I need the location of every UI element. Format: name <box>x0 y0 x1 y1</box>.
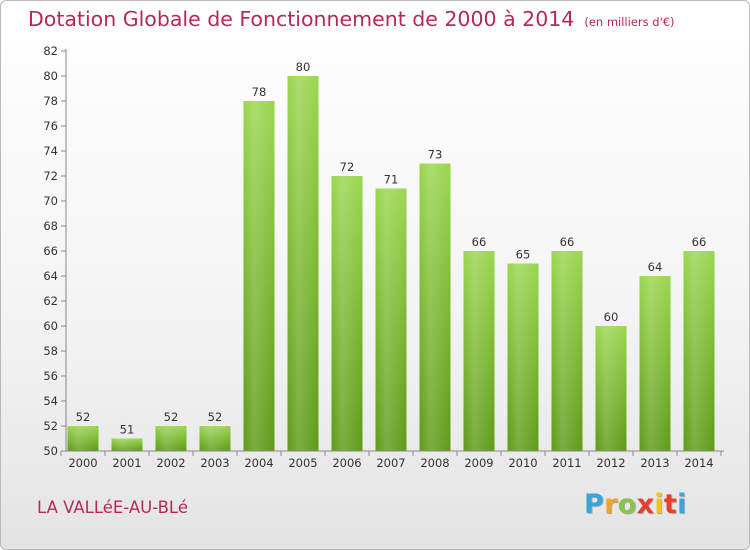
bar-2004: 78 <box>243 85 275 451</box>
y-tick-label: 52 <box>43 419 58 433</box>
bar-2009: 66 <box>463 235 495 451</box>
bar-2008: 73 <box>419 148 451 451</box>
bar-shine <box>155 426 187 451</box>
bar-value-label: 51 <box>120 423 135 437</box>
y-tick-label: 68 <box>43 219 58 233</box>
y-tick-label: 80 <box>43 69 58 83</box>
bar-shine <box>551 251 583 451</box>
logo-letter: o <box>617 489 637 520</box>
logo-letter: x <box>636 489 655 520</box>
x-tick-label: 2009 <box>464 456 493 470</box>
bar-value-label: 64 <box>648 260 663 274</box>
bar-value-label: 52 <box>76 410 91 424</box>
bar-2012: 60 <box>595 310 627 451</box>
x-tick-label: 2002 <box>156 456 185 470</box>
logo-letter: t <box>663 489 678 520</box>
y-tick-label: 62 <box>43 294 58 308</box>
logo-letter: i <box>677 489 687 520</box>
x-tick-label: 2001 <box>112 456 141 470</box>
bar-shine <box>683 251 715 451</box>
logo-letter: r <box>604 489 618 520</box>
bar-2003: 52 <box>199 410 231 451</box>
y-tick-label: 50 <box>43 444 58 458</box>
bar-value-label: 66 <box>560 235 575 249</box>
x-tick-label: 2005 <box>288 456 317 470</box>
y-tick-label: 60 <box>43 319 58 333</box>
x-tick-label: 2010 <box>508 456 537 470</box>
bar-value-label: 73 <box>428 148 443 162</box>
bar-2000: 52 <box>67 410 99 451</box>
x-tick-label: 2008 <box>420 456 449 470</box>
y-tick-label: 82 <box>43 44 58 58</box>
y-tick-label: 54 <box>43 394 58 408</box>
proxiti-logo[interactable]: Proxiti <box>584 489 687 520</box>
title-unit: (en milliers d'€) <box>584 15 675 29</box>
y-tick-label: 78 <box>43 94 58 108</box>
bar-value-label: 72 <box>340 160 355 174</box>
bar-shine <box>243 101 275 451</box>
bar-shine <box>375 188 407 451</box>
x-tick-label: 2007 <box>376 456 405 470</box>
x-axis: 2000 2001 2002 2003 2004 2005 2006 2007 2008 2009… <box>60 450 724 470</box>
y-tick-label: 64 <box>43 269 58 283</box>
bar-value-label: 78 <box>252 85 267 99</box>
commune-name: LA VALLéE-AU-BLé <box>37 498 188 517</box>
bar-shine <box>199 426 231 451</box>
bar-value-label: 60 <box>604 310 619 324</box>
bar-2005: 80 <box>287 60 319 451</box>
bar-2013: 64 <box>639 260 671 451</box>
y-tick-label: 56 <box>43 369 58 383</box>
bar-value-label: 52 <box>164 410 179 424</box>
bars: 52 51 52 52 78 80 72 71 73 66 65 66 60 64 66 <box>67 60 715 451</box>
bar-shine <box>111 438 143 451</box>
x-tick-label: 2013 <box>640 456 669 470</box>
y-tick-label: 74 <box>43 144 58 158</box>
bar-2007: 71 <box>375 173 407 451</box>
bar-shine <box>595 326 627 451</box>
x-tick-label: 2006 <box>332 456 361 470</box>
bar-value-label: 71 <box>384 173 399 187</box>
bar-shine <box>463 251 495 451</box>
y-tick-label: 70 <box>43 194 58 208</box>
logo-letter: P <box>584 489 605 520</box>
x-tick-label: 2004 <box>244 456 273 470</box>
x-tick-label: 2000 <box>68 456 97 470</box>
x-tick-label: 2014 <box>684 456 713 470</box>
x-tick-label: 2003 <box>200 456 229 470</box>
y-tick-label: 76 <box>43 119 58 133</box>
bar-value-label: 66 <box>472 235 487 249</box>
bar-2002: 52 <box>155 410 187 451</box>
bar-2001: 51 <box>111 423 143 451</box>
bar-value-label: 65 <box>516 248 531 262</box>
bar-shine <box>287 76 319 451</box>
title-main: Dotation Globale de Fonctionnement de 20… <box>28 7 575 31</box>
x-tick-label: 2012 <box>596 456 625 470</box>
x-tick-label: 2011 <box>552 456 581 470</box>
bar-value-label: 52 <box>208 410 223 424</box>
bar-2006: 72 <box>331 160 363 451</box>
bar-shine <box>507 263 539 451</box>
bar-shine <box>67 426 99 451</box>
y-tick-label: 58 <box>43 344 58 358</box>
bar-shine <box>331 176 363 451</box>
chart-title: Dotation Globale de Fonctionnement de 20… <box>28 7 675 31</box>
bar-shine <box>419 163 451 451</box>
bar-2011: 66 <box>551 235 583 451</box>
bar-value-label: 80 <box>296 60 311 74</box>
bar-shine <box>639 276 671 451</box>
y-tick-label: 66 <box>43 244 58 258</box>
y-axis: 50 52 54 56 58 60 62 64 66 68 70 72 74 76 78 80 82 <box>43 44 67 458</box>
y-tick-label: 72 <box>43 169 58 183</box>
bar-2014: 66 <box>683 235 715 451</box>
bar-value-label: 66 <box>692 235 707 249</box>
logo-letter: i <box>654 489 664 520</box>
bar-2010: 65 <box>507 248 539 451</box>
